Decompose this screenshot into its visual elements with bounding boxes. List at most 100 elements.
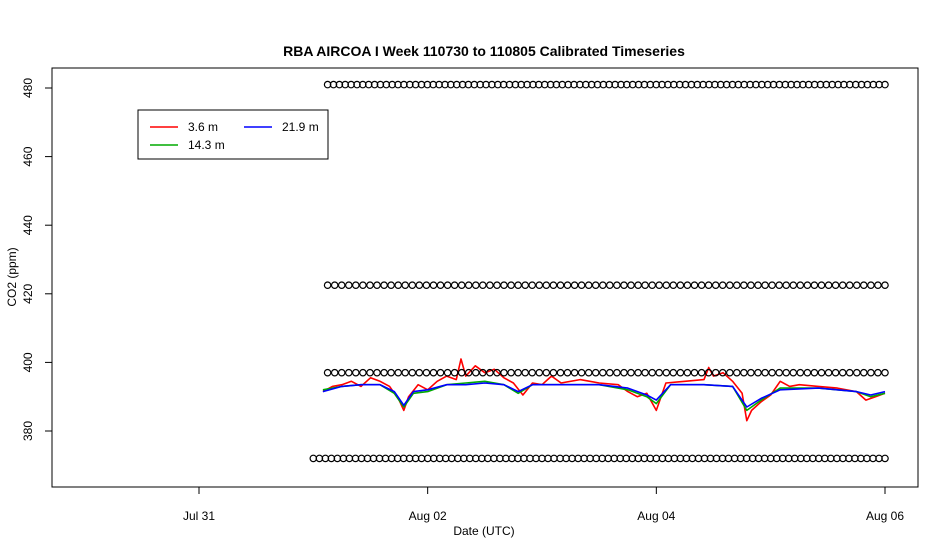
standard-marker (831, 281, 840, 290)
standard-marker (330, 368, 339, 377)
standard-marker (577, 368, 586, 377)
standard-marker (845, 281, 854, 290)
standard-marker (570, 368, 579, 377)
standard-marker (799, 80, 807, 89)
standard-marker (478, 281, 487, 290)
standard-marker (471, 281, 480, 290)
standard-marker (803, 368, 812, 377)
standard-marker (450, 281, 459, 290)
standard-marker (782, 281, 791, 290)
standard-marker (507, 281, 515, 290)
standard-marker (464, 368, 473, 377)
standard-marker (874, 368, 882, 377)
standard-marker (782, 368, 791, 377)
standard-marker (867, 368, 875, 377)
standard-marker (351, 368, 360, 377)
standard-marker (464, 281, 473, 290)
standard-marker (581, 80, 590, 89)
standard-marker (648, 368, 657, 377)
y-tick-label: 380 (21, 421, 35, 441)
x-tick-label: Jul 31 (183, 509, 215, 523)
standard-marker (500, 281, 508, 290)
standard-marker (359, 368, 367, 377)
standard-marker (373, 368, 381, 377)
standard-marker (387, 368, 395, 377)
standard-marker (768, 281, 776, 290)
standard-marker (725, 281, 734, 290)
standard-marker (852, 368, 861, 377)
standard-marker (605, 368, 614, 377)
marker-layer (309, 80, 889, 463)
standard-marker (761, 368, 769, 377)
standard-marker (683, 368, 692, 377)
standard-marker (775, 281, 784, 290)
standard-marker (344, 368, 353, 377)
standard-marker (728, 80, 737, 89)
standard-marker (457, 281, 466, 290)
standard-marker (775, 368, 784, 377)
standard-marker (648, 281, 657, 290)
standard-marker (436, 281, 445, 290)
standard-marker (337, 281, 346, 290)
standard-marker (366, 281, 374, 290)
standard-marker (408, 281, 417, 290)
standard-marker (754, 281, 762, 290)
standard-marker (838, 281, 847, 290)
standard-marker (869, 80, 878, 89)
standard-marker (768, 368, 776, 377)
standard-marker (443, 368, 452, 377)
legend-label: 21.9 m (282, 120, 319, 134)
standard-marker (549, 281, 558, 290)
chart-title: RBA AIRCOA I Week 110730 to 110805 Calib… (283, 43, 685, 59)
standard-marker (634, 368, 642, 377)
standard-marker (655, 368, 664, 377)
standard-marker (570, 281, 579, 290)
standard-marker (845, 368, 854, 377)
standard-marker (598, 281, 607, 290)
standard-marker (704, 368, 713, 377)
standard-marker (627, 281, 635, 290)
standard-marker (478, 368, 487, 377)
standard-marker (591, 281, 600, 290)
standard-marker (450, 368, 459, 377)
standard-marker (422, 368, 431, 377)
standard-marker (824, 281, 833, 290)
standard-marker (676, 281, 685, 290)
standard-marker (380, 281, 388, 290)
standard-marker (535, 368, 544, 377)
standard-marker (521, 368, 530, 377)
standard-marker (675, 80, 684, 89)
standard-marker (613, 281, 621, 290)
standard-marker (747, 281, 755, 290)
standard-marker (620, 281, 628, 290)
standard-marker (542, 368, 551, 377)
standard-marker (535, 281, 544, 290)
standard-marker (436, 368, 445, 377)
standard-marker (732, 368, 741, 377)
standard-marker (471, 368, 480, 377)
standard-marker (556, 368, 565, 377)
standard-marker (852, 281, 861, 290)
standard-marker (803, 281, 812, 290)
standard-marker (652, 80, 661, 89)
standard-marker (697, 368, 706, 377)
y-tick-label: 400 (21, 352, 35, 372)
standard-marker (429, 281, 438, 290)
standard-marker (761, 281, 769, 290)
standard-marker (563, 281, 572, 290)
y-axis: 380 400 420 440 460 480 (21, 78, 52, 441)
standard-marker (831, 368, 840, 377)
standard-marker (810, 368, 819, 377)
standard-marker (641, 368, 649, 377)
standard-marker (493, 281, 501, 290)
legend-label: 3.6 m (188, 120, 218, 134)
series-line-3-6-m (322, 358, 886, 422)
standard-marker (859, 368, 868, 377)
standard-marker (584, 281, 593, 290)
standard-marker (789, 368, 798, 377)
standard-marker (549, 368, 558, 377)
standard-marker (711, 80, 719, 89)
standard-marker (711, 281, 720, 290)
series-line-21-9-m (322, 382, 886, 408)
standard-marker (693, 80, 702, 89)
